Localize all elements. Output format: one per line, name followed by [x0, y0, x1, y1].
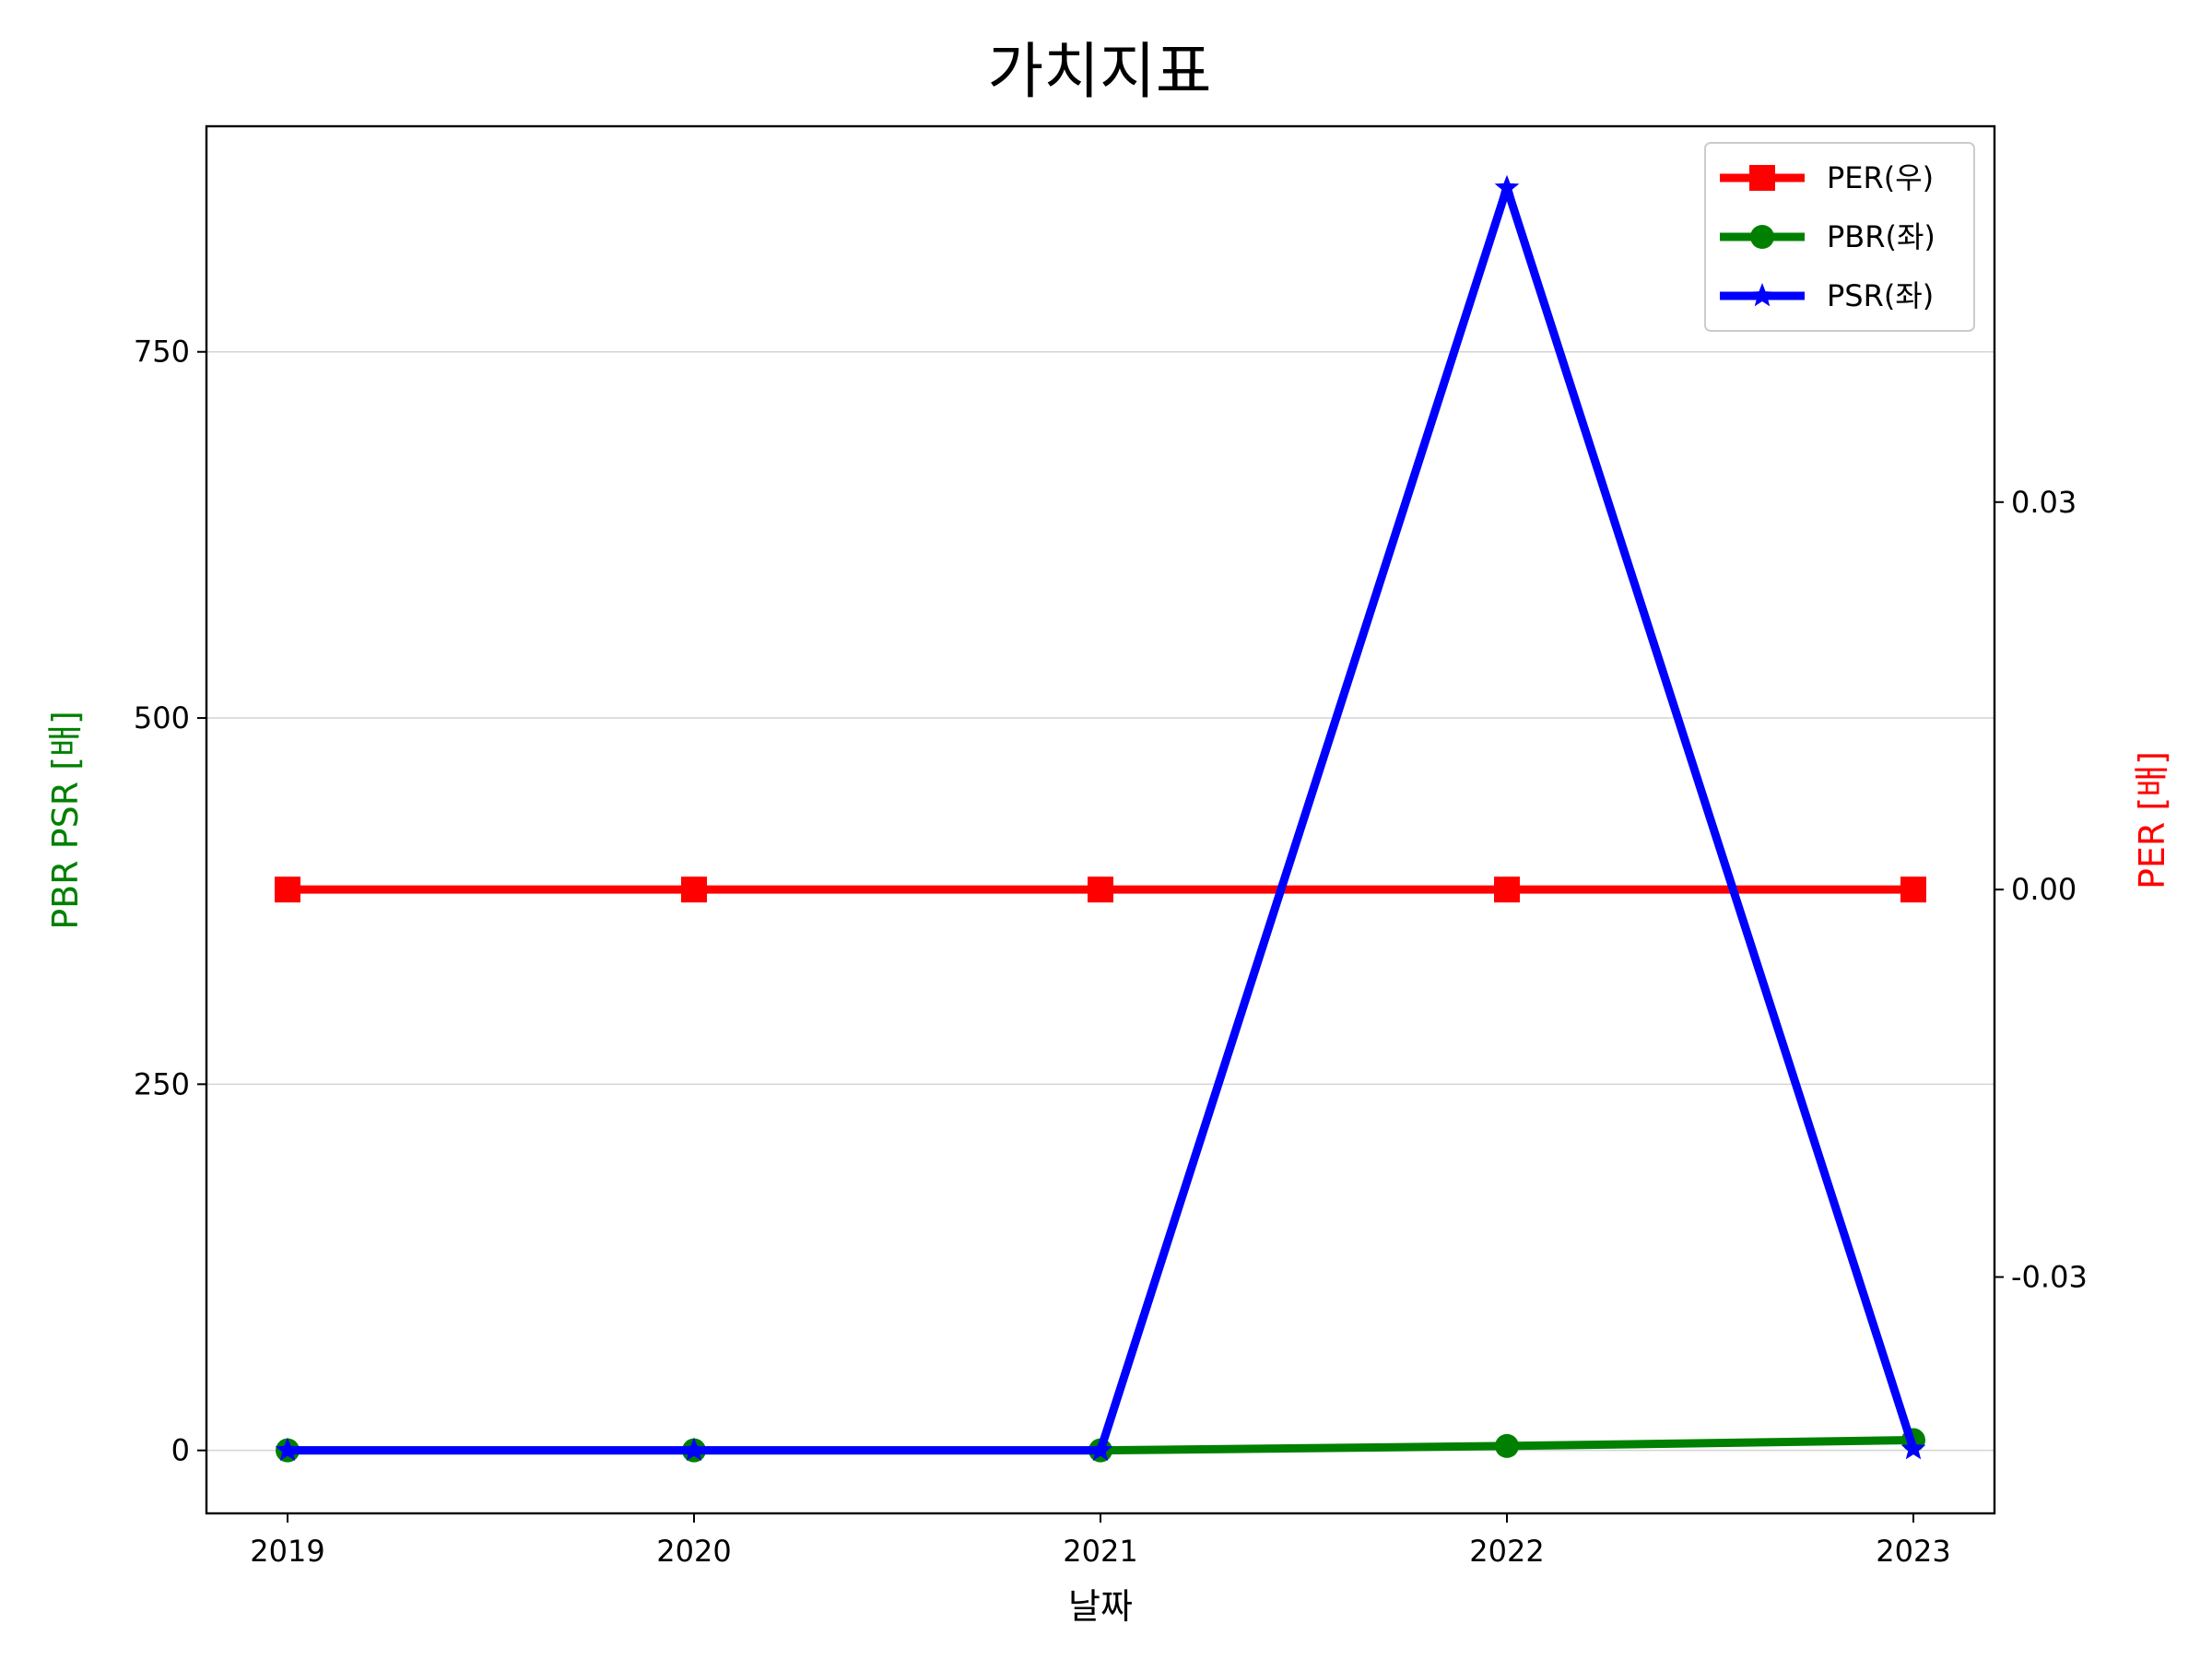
- legend-marker-PER(우): [1749, 165, 1775, 191]
- legend-marker-PSR(좌): [1749, 283, 1775, 307]
- x-axis-label: 날짜: [1068, 1586, 1133, 1627]
- data-point-PSR(좌)-2022: [1494, 174, 1520, 199]
- y-left-tick-label-0: 0: [171, 1433, 190, 1468]
- x-tick-label-2020: 2020: [656, 1534, 731, 1569]
- legend-entry-PBR(좌): PBR(좌): [1720, 219, 1936, 254]
- y-axis-left: 0 250 500 750: [134, 335, 206, 1468]
- y-right-tick-label-0.00: 0.00: [2011, 872, 2077, 907]
- y-axis-right: -0.03 0.00 0.03: [1994, 485, 2088, 1295]
- data-point-PER(우)-2021: [1088, 877, 1113, 903]
- y-left-tick-label-250: 250: [134, 1066, 190, 1101]
- legend-entry-PER(우): PER(우): [1720, 160, 1934, 195]
- y-left-tick-label-750: 750: [134, 335, 190, 370]
- series-PER(우): [275, 877, 1926, 903]
- x-axis: 2019 2020 2021 2022 2023: [250, 1513, 1951, 1569]
- legend-label-PSR(좌): PSR(좌): [1827, 278, 1934, 313]
- data-point-PSR(좌)-2020: [681, 1437, 707, 1461]
- series-layer: [275, 174, 1926, 1463]
- y-axis-label-right: PER [배]: [2132, 751, 2172, 889]
- y-right-tick-label-0.03: 0.03: [2011, 485, 2077, 520]
- legend: PER(우) PBR(좌) PSR(좌): [1704, 142, 1975, 332]
- x-tick-label-2021: 2021: [1063, 1534, 1137, 1569]
- legend-marker-PBR(좌): [1750, 225, 1774, 249]
- y-right-tick-label--0.03: -0.03: [2011, 1260, 2088, 1295]
- legend-label-PER(우): PER(우): [1827, 160, 1934, 195]
- x-tick-label-2019: 2019: [250, 1534, 324, 1569]
- data-point-PER(우)-2019: [275, 877, 300, 903]
- x-tick-label-2022: 2022: [1469, 1534, 1544, 1569]
- data-point-PSR(좌)-2019: [275, 1437, 300, 1461]
- series-PSR(좌): [275, 174, 1926, 1461]
- data-point-PER(우)-2022: [1494, 877, 1520, 903]
- chart-title: 가치지표: [988, 36, 1212, 107]
- data-point-PER(우)-2023: [1900, 877, 1926, 903]
- data-point-PSR(좌)-2023: [1900, 1436, 1926, 1460]
- legend-entry-PSR(좌): PSR(좌): [1720, 278, 1934, 313]
- data-point-PBR(좌)-2022: [1495, 1433, 1519, 1458]
- x-tick-label-2023: 2023: [1876, 1534, 1950, 1569]
- data-point-PER(우)-2020: [681, 877, 707, 903]
- y-left-tick-label-500: 500: [134, 700, 190, 735]
- legend-label-PBR(좌): PBR(좌): [1827, 219, 1936, 254]
- data-point-PSR(좌)-2021: [1088, 1437, 1113, 1461]
- y-axis-label-left: PBR PSR [배]: [45, 711, 86, 930]
